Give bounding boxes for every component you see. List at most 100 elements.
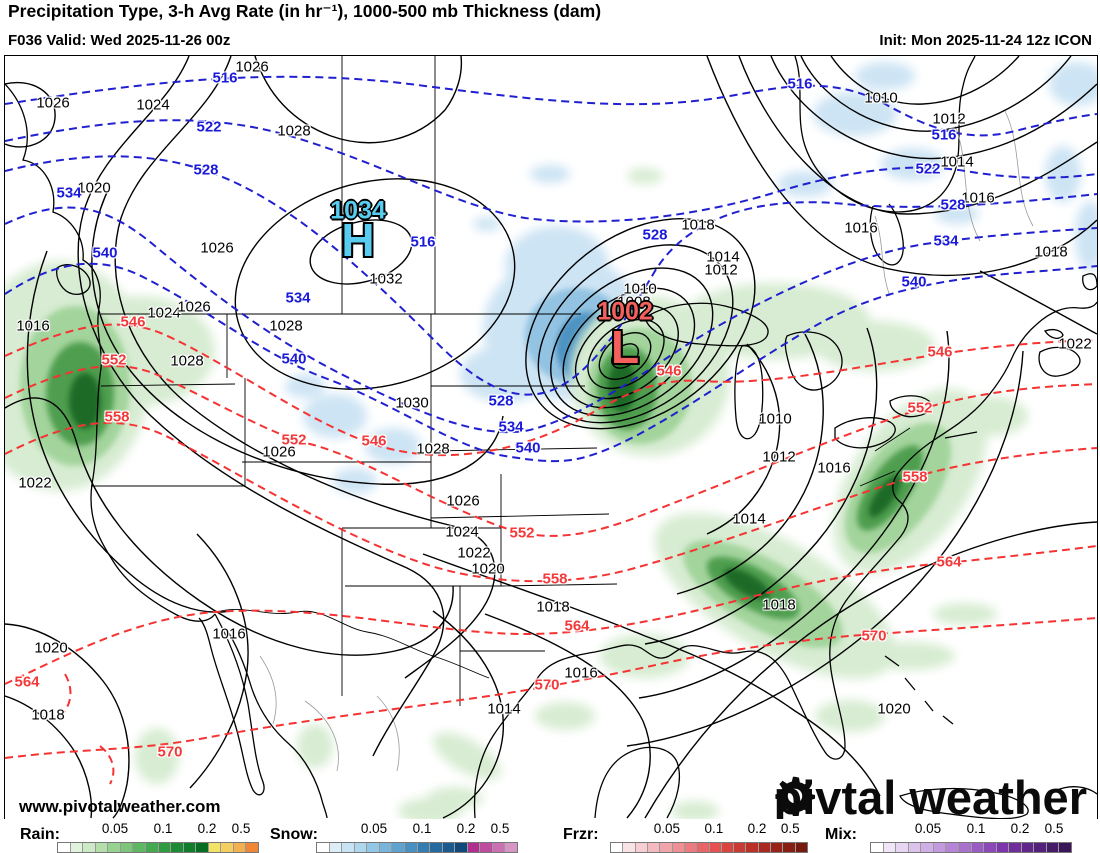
legend-tick: 0.1 <box>153 821 173 836</box>
mslp-contour-label: 1012 <box>704 261 738 279</box>
mslp-contour-label: 1016 <box>844 219 878 237</box>
legend-label-frzr: Frzr: <box>563 826 599 843</box>
legend-color-cell <box>933 843 947 852</box>
legend-color-cell <box>196 843 209 852</box>
forecast-valid-time: F036 Valid: Wed 2025-11-26 00z <box>8 32 231 49</box>
gear-icon <box>774 776 815 816</box>
thickness-label-cold: 516 <box>212 69 238 87</box>
legend-label-mix: Mix: <box>825 826 857 843</box>
legend-color-cell <box>1034 843 1047 852</box>
coastlines <box>5 56 1097 819</box>
legend-tick: 0.05 <box>653 821 680 836</box>
legend-color-cell <box>442 843 456 852</box>
legend-color-cell <box>623 843 636 852</box>
legend-tick: 0.2 <box>456 821 476 836</box>
thickness-label-cold: 534 <box>56 184 82 202</box>
thickness-label-cold: 522 <box>915 160 941 178</box>
mslp-contour-label: 1024 <box>136 96 170 114</box>
mslp-contour-label: 1010 <box>758 410 792 428</box>
thickness-label-cold: 516 <box>787 75 813 93</box>
mslp-contour-label: 1026 <box>200 239 234 257</box>
legend-color-cell <box>492 843 506 852</box>
low-center-letter: L <box>610 321 640 373</box>
legend-color-cell <box>771 843 784 852</box>
legend-tick: 0.1 <box>412 821 432 836</box>
page-title: Precipitation Type, 3-h Avg Rate (in hr⁻… <box>8 1 602 21</box>
legend-colorbar <box>870 842 1072 853</box>
legend-color-cell <box>145 843 159 852</box>
legend-label-snow: Snow: <box>270 826 318 843</box>
legend-color-cell <box>233 843 247 852</box>
mslp-contours <box>5 56 1097 819</box>
legend-color-cell <box>505 843 517 852</box>
legend-tick: 0.5 <box>1044 821 1064 836</box>
legend-color-cell <box>734 843 747 852</box>
mslp-contour-label: 1028 <box>277 122 311 140</box>
legend-color-cell <box>95 843 109 852</box>
thickness-label-warm: 546 <box>656 362 682 380</box>
mslp-contour-label: 1022 <box>1058 335 1092 353</box>
thickness-label-warm: 570 <box>534 676 560 694</box>
legend-color-cell <box>908 843 922 852</box>
mslp-contour-label: 1030 <box>395 394 429 412</box>
legend-tick: 0.05 <box>360 821 388 836</box>
legend-tick: 0.2 <box>1010 821 1030 836</box>
legend-colorbar <box>610 842 808 853</box>
thickness-label-cold: 534 <box>285 289 311 307</box>
legend-tick: 0.5 <box>780 821 800 836</box>
mslp-contour-label: 1018 <box>681 216 715 234</box>
legend-tick: 0.5 <box>490 821 510 836</box>
legend-colorbar <box>316 842 518 853</box>
thickness-label-cold: 540 <box>92 244 118 262</box>
thickness-label-cold: 540 <box>901 273 927 291</box>
mslp-contour-label: 1026 <box>36 94 70 112</box>
mslp-contour-label: 1022 <box>457 544 491 562</box>
legend-color-cell <box>1009 843 1022 852</box>
legend-color-cell <box>58 843 71 852</box>
thickness-label-warm: 564 <box>14 673 40 691</box>
legend-color-cell <box>317 843 330 852</box>
mslp-contour-label: 1016 <box>961 189 995 207</box>
legend-label-rain: Rain: <box>20 826 60 843</box>
legend-color-cell <box>946 843 959 852</box>
thickness-label-warm: 552 <box>907 399 933 417</box>
high-center-value: 1034 <box>330 196 386 225</box>
legend-color-cell <box>647 843 661 852</box>
legend-color-cell <box>120 843 134 852</box>
low-center-value: 1002 <box>597 297 653 326</box>
mslp-contour-label: 1018 <box>762 596 796 614</box>
mslp-contour-label: 1016 <box>212 625 246 643</box>
model-init-time: Init: Mon 2025-11-24 12z ICON <box>879 32 1092 49</box>
mslp-contour-label: 1018 <box>1034 243 1068 261</box>
legend-tick: 0.05 <box>101 821 129 836</box>
mslp-contour-label: 1020 <box>877 700 911 718</box>
thickness-label-warm: 558 <box>542 570 568 588</box>
legend-color-cell <box>883 843 897 852</box>
thickness-label-warm: 564 <box>936 553 962 571</box>
legend-color-cell <box>721 843 735 852</box>
legend-color-cell <box>467 843 481 852</box>
thickness-label-cold: 528 <box>642 226 668 244</box>
legend-color-cell <box>783 843 796 852</box>
thickness-label-warm: 546 <box>927 343 953 361</box>
legend-color-cell <box>417 843 431 852</box>
precip-legend: Rain: 0.05 0.1 0.2 0.5 Snow: 0.05 0.1 0.2 0.5 Frzr… <box>0 819 1100 853</box>
legend-tick: 0.1 <box>966 821 986 836</box>
mslp-contour-label: 1014 <box>706 248 740 266</box>
mslp-contour-label: 1016 <box>817 459 851 477</box>
mslp-contour-label: 1026 <box>177 298 211 316</box>
legend-color-cell <box>430 843 443 852</box>
legend-color-cell <box>329 843 343 852</box>
thickness-label-warm: 564 <box>564 617 590 635</box>
legend-tick: 0.2 <box>747 821 767 836</box>
legend-color-cell <box>404 843 418 852</box>
legend-tick: 0.1 <box>704 821 724 836</box>
mslp-contour-label: 1024 <box>147 304 181 322</box>
legend-color-cell <box>221 843 234 852</box>
mslp-contour-label: 1020 <box>471 560 505 578</box>
legend-tick: 0.05 <box>914 821 942 836</box>
thickness-label-cold: 534 <box>933 232 959 250</box>
legend-color-cell <box>171 843 184 852</box>
map-canvas <box>5 56 1097 819</box>
